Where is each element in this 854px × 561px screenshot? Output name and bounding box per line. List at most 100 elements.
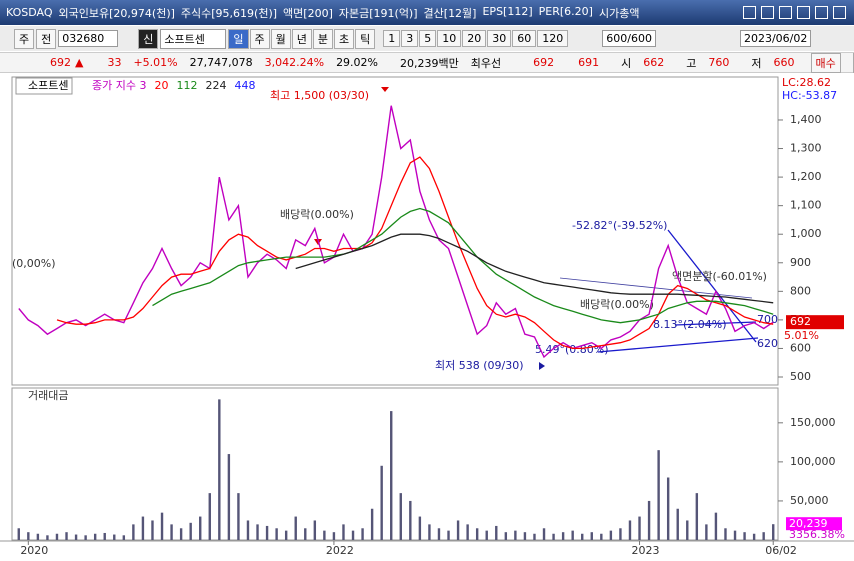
change: 33 xyxy=(107,56,122,69)
interval-button[interactable]: 3 xyxy=(401,30,419,47)
volume-bar xyxy=(65,532,68,540)
market-type[interactable]: 주 xyxy=(14,28,35,49)
period-button[interactable]: 주 xyxy=(249,28,270,49)
volume-bar xyxy=(151,520,154,540)
interval-button[interactable]: 1 xyxy=(383,30,401,47)
amount: 20,239백만 xyxy=(400,56,459,70)
last-price-label: 692 xyxy=(790,315,811,328)
volume-bar xyxy=(313,520,317,540)
interval-button[interactable]: 20 xyxy=(462,30,487,47)
legend-entry: 종가 지수 3 xyxy=(92,79,146,92)
volume-bar xyxy=(752,533,756,540)
period-button[interactable]: 년 xyxy=(291,28,312,49)
period-button[interactable]: 초 xyxy=(334,28,355,49)
volume-bar xyxy=(189,522,192,540)
volume-bar xyxy=(199,516,202,540)
volume-bar xyxy=(342,524,345,540)
volume-bar xyxy=(485,530,488,540)
volume-bar xyxy=(676,508,679,540)
info-item: EPS[112] xyxy=(482,4,533,18)
icon[interactable] xyxy=(833,6,846,19)
icon[interactable] xyxy=(779,6,792,19)
period-button[interactable]: 월 xyxy=(270,28,291,49)
annotation: -52.82°(-39.52%) xyxy=(572,219,667,232)
volume-bar xyxy=(113,534,116,540)
volume-bar xyxy=(456,520,460,540)
icon[interactable] xyxy=(815,6,828,19)
info-item: 자본금[191(억)] xyxy=(338,6,418,20)
volume-bar xyxy=(495,525,498,540)
window-icons xyxy=(743,6,854,19)
volume-bar xyxy=(581,533,584,540)
icon[interactable] xyxy=(797,6,810,19)
legend-entry: 112 xyxy=(176,79,197,92)
interval-button[interactable]: 10 xyxy=(437,30,462,47)
best: 최우선 xyxy=(470,56,502,70)
code-input[interactable]: 032680 xyxy=(58,30,119,47)
last-rate: 3356.38% xyxy=(789,528,845,541)
annotation: 액면분할(-60.01%) xyxy=(672,270,767,283)
volume-rate: 3,042.24% xyxy=(264,56,325,69)
interval-button[interactable]: 5 xyxy=(419,30,437,47)
period-button[interactable]: 분 xyxy=(312,28,333,49)
volume-bar xyxy=(533,533,536,540)
volume-bar xyxy=(93,533,97,540)
volume-bar xyxy=(705,524,708,540)
legend-entry: 448 xyxy=(234,79,255,92)
volume-bar xyxy=(265,525,269,540)
y-tick-label: 500 xyxy=(790,370,811,383)
interval-button[interactable]: 60 xyxy=(512,30,537,47)
volume-bar xyxy=(724,528,727,540)
price-line xyxy=(56,156,774,350)
buy-button[interactable]: 매수 xyxy=(810,52,841,73)
volume-bar xyxy=(609,530,613,540)
y-tick-label: 1,300 xyxy=(790,142,822,155)
sign: ▲ xyxy=(75,56,84,69)
last-volume-label: 20,239 xyxy=(789,517,828,530)
y-tick-label: 800 xyxy=(790,284,811,297)
volume-bar xyxy=(390,411,393,540)
volume-bar xyxy=(714,512,718,540)
low-arrow xyxy=(539,362,545,370)
volume-bar xyxy=(600,533,603,540)
volume-bar xyxy=(284,530,288,540)
turnover: 29.02% xyxy=(336,56,379,69)
period-button[interactable]: 일 xyxy=(228,28,249,49)
sell-button[interactable]: 매도 xyxy=(852,52,854,73)
icon[interactable] xyxy=(761,6,774,19)
volume-bar xyxy=(552,533,555,540)
ask: 692 xyxy=(533,56,555,69)
open: 662 xyxy=(643,56,665,69)
info-item: PER[6.20] xyxy=(538,4,593,18)
interval-button[interactable]: 30 xyxy=(487,30,512,47)
volume-bar xyxy=(628,520,632,540)
period-button[interactable]: 틱 xyxy=(355,28,376,49)
info-item: 외국인보유[20,974(천)] xyxy=(58,6,175,20)
market: KOSDAQ xyxy=(6,6,53,19)
volume-bar xyxy=(437,528,441,540)
date[interactable]: 2023/06/02 xyxy=(739,30,812,47)
prev[interactable]: 전 xyxy=(36,28,57,49)
volume-bar xyxy=(657,450,660,540)
trend-lines xyxy=(559,229,759,353)
volume-bar xyxy=(170,524,173,540)
volume-bar xyxy=(332,532,336,540)
volume-bar xyxy=(256,524,259,540)
icon[interactable] xyxy=(743,6,756,19)
count[interactable]: 600/600 xyxy=(602,30,656,47)
y-tick-label: 1,200 xyxy=(790,170,822,183)
stock-name[interactable]: 소프트센 xyxy=(160,28,227,49)
annotation: (0,00%) xyxy=(12,257,56,270)
trend-line xyxy=(597,337,759,353)
volume-bar xyxy=(695,493,699,540)
volume-bar xyxy=(361,528,364,540)
interval-button[interactable]: 120 xyxy=(537,30,569,47)
volume-bar xyxy=(523,532,527,540)
hc-label: HC:-53.87 xyxy=(782,89,837,102)
volume-bar xyxy=(237,493,240,540)
y-tick-label: 150,000 xyxy=(790,416,836,429)
volume-bar xyxy=(619,528,622,540)
x-tick-label: 2023 xyxy=(632,544,660,557)
